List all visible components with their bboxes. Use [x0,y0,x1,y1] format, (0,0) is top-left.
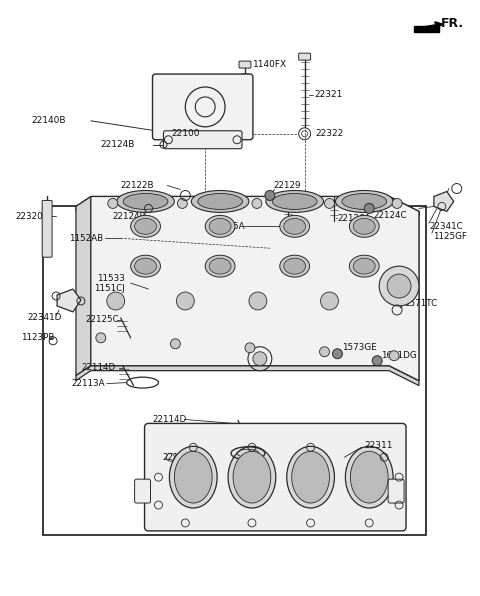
Circle shape [265,191,275,200]
Ellipse shape [349,215,379,237]
Polygon shape [57,289,81,312]
Ellipse shape [192,191,249,212]
Ellipse shape [336,191,393,212]
Circle shape [364,203,374,213]
Circle shape [392,198,402,209]
Ellipse shape [292,451,329,503]
Ellipse shape [205,255,235,277]
Text: 22114D: 22114D [81,363,115,372]
Ellipse shape [350,451,388,503]
Text: 22311: 22311 [364,441,393,450]
Ellipse shape [123,194,168,209]
Ellipse shape [131,215,160,237]
Circle shape [333,349,342,359]
Circle shape [176,292,194,310]
Text: 22341D: 22341D [27,313,61,322]
Text: 22129: 22129 [274,181,301,190]
Polygon shape [76,366,419,386]
Ellipse shape [353,258,375,274]
FancyBboxPatch shape [299,53,311,60]
Ellipse shape [280,255,310,277]
Ellipse shape [134,218,156,234]
Polygon shape [76,197,419,216]
Text: 1123PB: 1123PB [21,333,55,342]
Ellipse shape [272,194,317,209]
Text: 1573GE: 1573GE [342,343,377,352]
Text: 1140FX: 1140FX [253,60,287,69]
Text: 11533: 11533 [97,274,125,283]
Ellipse shape [209,258,231,274]
Text: 22320: 22320 [15,212,43,221]
Text: 22122B: 22122B [120,181,154,190]
Text: 22322: 22322 [315,129,344,138]
Ellipse shape [169,446,217,508]
Circle shape [372,356,382,366]
Circle shape [253,352,267,366]
Polygon shape [434,191,454,212]
Text: 22124B: 22124B [113,212,146,221]
Circle shape [245,343,255,353]
Ellipse shape [284,218,306,234]
Circle shape [170,339,180,349]
Text: 1571TC: 1571TC [404,299,437,309]
Circle shape [320,347,329,357]
Ellipse shape [342,194,387,209]
Text: 22124C: 22124C [373,211,407,220]
Ellipse shape [266,191,324,212]
Polygon shape [76,197,91,375]
Circle shape [249,292,267,310]
FancyBboxPatch shape [239,61,251,68]
Ellipse shape [205,215,235,237]
Ellipse shape [198,194,242,209]
Circle shape [96,333,106,343]
Text: FR.: FR. [441,17,464,30]
Ellipse shape [131,255,160,277]
Text: 22114D: 22114D [152,415,186,424]
Text: 22140B: 22140B [31,116,66,125]
Ellipse shape [134,258,156,274]
FancyBboxPatch shape [144,423,406,531]
Circle shape [379,266,419,306]
FancyBboxPatch shape [42,200,52,257]
Ellipse shape [280,215,310,237]
Circle shape [252,198,262,209]
Text: 1152AB: 1152AB [69,234,103,243]
Ellipse shape [284,258,306,274]
Ellipse shape [353,218,375,234]
Text: 22113A: 22113A [71,379,105,388]
Ellipse shape [228,446,276,508]
Polygon shape [91,197,419,381]
Text: 22321: 22321 [314,91,343,100]
Circle shape [324,198,335,209]
Ellipse shape [233,451,271,503]
FancyBboxPatch shape [388,479,404,503]
Text: 22100: 22100 [172,129,200,138]
FancyBboxPatch shape [164,131,242,148]
Polygon shape [389,197,419,381]
Text: 22126A: 22126A [337,214,371,223]
Ellipse shape [346,446,393,508]
Text: 1151CJ: 1151CJ [94,284,125,293]
Ellipse shape [174,451,212,503]
Ellipse shape [209,218,231,234]
Ellipse shape [349,255,379,277]
Circle shape [387,274,411,298]
Circle shape [321,292,338,310]
Circle shape [107,292,125,310]
Text: 1601DG: 1601DG [381,351,417,360]
Text: 22125C: 22125C [85,315,119,324]
Polygon shape [414,26,439,32]
Circle shape [108,198,118,209]
FancyBboxPatch shape [153,74,253,139]
Ellipse shape [287,446,335,508]
Text: 22124B: 22124B [101,140,135,149]
Text: 22125A: 22125A [211,222,245,231]
Circle shape [178,198,187,209]
Ellipse shape [117,191,174,212]
FancyBboxPatch shape [134,479,151,503]
Text: 1125GF: 1125GF [433,232,467,241]
Circle shape [389,351,399,361]
Text: 22341C: 22341C [429,222,463,231]
Text: 22112A: 22112A [163,453,196,462]
